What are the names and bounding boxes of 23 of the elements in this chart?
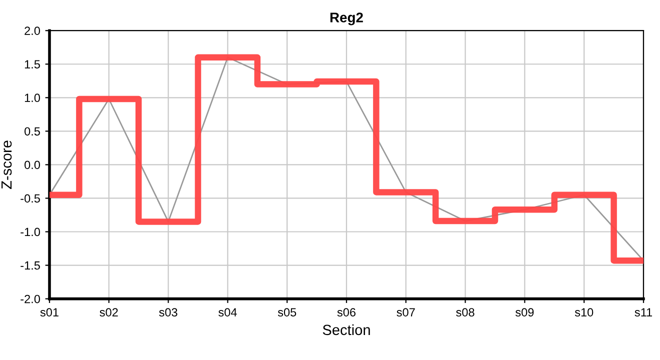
y-tick-label: 2.0 xyxy=(24,26,40,35)
x-tick-label: s11 xyxy=(634,308,652,316)
x-tick-label: s08 xyxy=(456,308,474,316)
x-tick-label: s04 xyxy=(218,308,237,316)
x-tick-label: s01 xyxy=(40,308,58,316)
x-tick-label: s10 xyxy=(574,308,594,316)
x-tick-label: s03 xyxy=(159,308,178,316)
y-tick-label: -2.0 xyxy=(20,294,40,304)
y-tick-label: 0.0 xyxy=(24,160,40,170)
y-tick-label: -1.0 xyxy=(20,228,40,236)
y-tick-label: 1.0 xyxy=(24,94,40,102)
x-tick-label: s05 xyxy=(278,308,296,316)
y-axis-title: Z-score xyxy=(2,140,12,189)
x-tick-label: s09 xyxy=(516,308,534,316)
y-tick-label: 1.5 xyxy=(24,60,40,69)
y-tick-label: -1.5 xyxy=(20,261,40,270)
x-axis-title: Section xyxy=(322,324,370,336)
x-tick-label: s02 xyxy=(100,308,118,316)
x-tick-label: s07 xyxy=(396,308,415,316)
x-tick-label: s06 xyxy=(337,308,356,316)
chart-title: Reg2 xyxy=(330,12,363,26)
y-tick-label: -0.5 xyxy=(20,194,40,203)
y-tick-label: 0.5 xyxy=(24,127,40,136)
